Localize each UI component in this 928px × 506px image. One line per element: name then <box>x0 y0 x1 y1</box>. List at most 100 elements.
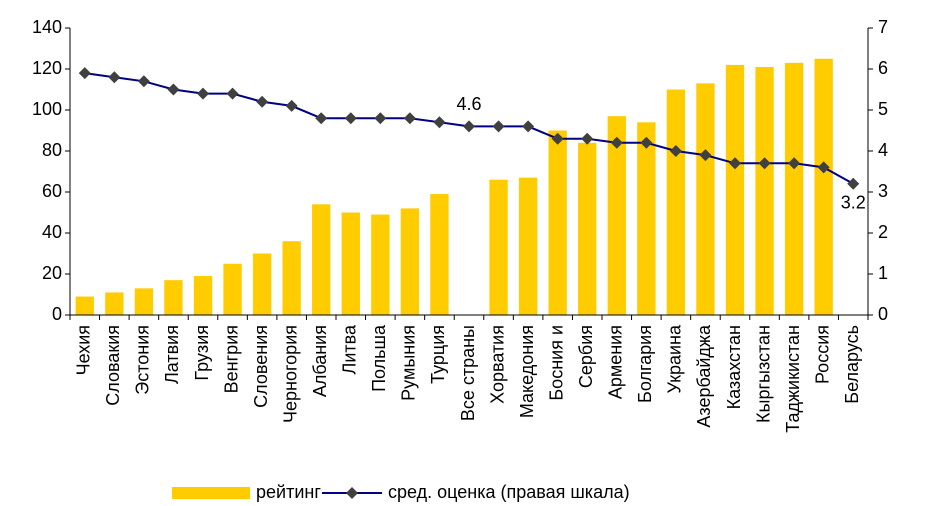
bar <box>223 263 242 315</box>
marker <box>433 116 446 129</box>
x-tick-label: Хорватия <box>487 325 507 404</box>
bar <box>578 142 597 315</box>
x-tick-label: Украина <box>665 324 685 394</box>
marker <box>788 157 801 170</box>
y-tick-label: 140 <box>32 17 62 37</box>
y2-tick-label: 5 <box>878 99 888 119</box>
marker <box>226 87 239 100</box>
x-tick-label: Македония <box>517 325 537 418</box>
bar <box>755 66 774 315</box>
marker <box>463 120 475 133</box>
x-tick-label: Литва <box>340 324 360 374</box>
legend-label: рейтинг <box>256 482 321 502</box>
marker <box>344 112 357 125</box>
y-tick-label: 60 <box>42 181 62 201</box>
marker <box>758 157 771 170</box>
y-tick-label: 120 <box>32 58 62 78</box>
y2-tick-label: 6 <box>878 58 888 78</box>
marker <box>640 136 653 149</box>
y-tick-label: 20 <box>42 263 62 283</box>
marker <box>522 120 535 133</box>
y2-tick-label: 2 <box>878 222 888 242</box>
x-tick-label: Босния и <box>546 325 566 401</box>
bar <box>784 62 804 315</box>
x-tick-label: Латвия <box>162 325 182 384</box>
x-tick-label: Турция <box>428 325 448 384</box>
legend-marker <box>346 487 358 499</box>
x-tick-label: Венгрия <box>221 325 241 393</box>
x-tick-label: Грузия <box>192 325 212 381</box>
bar <box>430 194 449 315</box>
bar <box>282 241 301 315</box>
x-tick-label: Все страны <box>458 325 478 421</box>
x-tick-label: Эстония <box>133 325 153 395</box>
marker <box>610 136 623 149</box>
bar <box>193 276 213 315</box>
y2-tick-label: 3 <box>878 181 888 201</box>
x-tick-label: Словения <box>251 325 271 408</box>
bar <box>341 212 360 315</box>
marker <box>108 71 121 84</box>
y-tick-label: 0 <box>52 304 62 324</box>
bar <box>607 116 626 316</box>
bar <box>666 89 686 315</box>
marker <box>817 161 830 174</box>
y2-tick-label: 0 <box>878 304 888 324</box>
y2-tick-label: 4 <box>878 140 888 160</box>
y-tick-label: 100 <box>32 99 62 119</box>
y-tick-label: 40 <box>42 222 62 242</box>
bar <box>252 253 272 315</box>
x-tick-label: Армения <box>606 325 626 399</box>
x-tick-label: Словакия <box>103 325 123 406</box>
legend-swatch <box>172 487 250 499</box>
bar <box>518 177 538 315</box>
x-tick-label: Сербия <box>576 325 596 388</box>
x-tick-label: Казахстан <box>724 325 744 409</box>
value-label: 4.6 <box>456 94 481 114</box>
bar <box>400 208 420 315</box>
y2-tick-label: 7 <box>878 17 888 37</box>
bar <box>725 64 745 316</box>
x-tick-label: Румыния <box>399 325 419 401</box>
x-tick-label: Болгария <box>635 325 655 403</box>
marker <box>847 177 860 190</box>
value-label: 3.2 <box>841 193 866 213</box>
y-tick-label: 80 <box>42 140 62 160</box>
marker <box>256 95 269 108</box>
marker <box>551 132 564 145</box>
x-tick-label: Польша <box>369 324 389 392</box>
x-tick-label: Чехия <box>74 325 94 375</box>
marker <box>729 157 741 170</box>
marker <box>197 87 209 100</box>
marker <box>669 145 682 157</box>
bar <box>75 296 94 315</box>
x-tick-label: Таджикистан <box>783 325 803 433</box>
bar <box>548 130 567 315</box>
bar <box>814 58 833 315</box>
bar <box>105 292 124 315</box>
bar <box>134 288 154 315</box>
x-tick-label: Россия <box>812 325 832 384</box>
x-tick-label: Черногория <box>280 325 300 423</box>
marker <box>581 132 594 145</box>
bar <box>312 204 331 315</box>
bar <box>164 280 183 315</box>
bar <box>696 83 715 315</box>
x-tick-label: Албания <box>310 325 330 397</box>
marker <box>374 112 387 125</box>
marker <box>285 99 298 112</box>
x-tick-label: Азербайджа <box>694 324 714 428</box>
bar <box>637 122 656 315</box>
marker <box>492 120 505 133</box>
marker <box>137 75 150 88</box>
legend-label: сред. оценка (правая шкала) <box>388 482 630 502</box>
marker <box>699 149 712 162</box>
marker <box>167 83 180 96</box>
bar <box>371 214 390 315</box>
x-tick-label: Беларусь <box>842 325 862 404</box>
marker <box>403 112 416 125</box>
marker <box>315 112 328 125</box>
bar <box>489 179 508 315</box>
x-tick-label: Кыргызстан <box>753 325 773 423</box>
